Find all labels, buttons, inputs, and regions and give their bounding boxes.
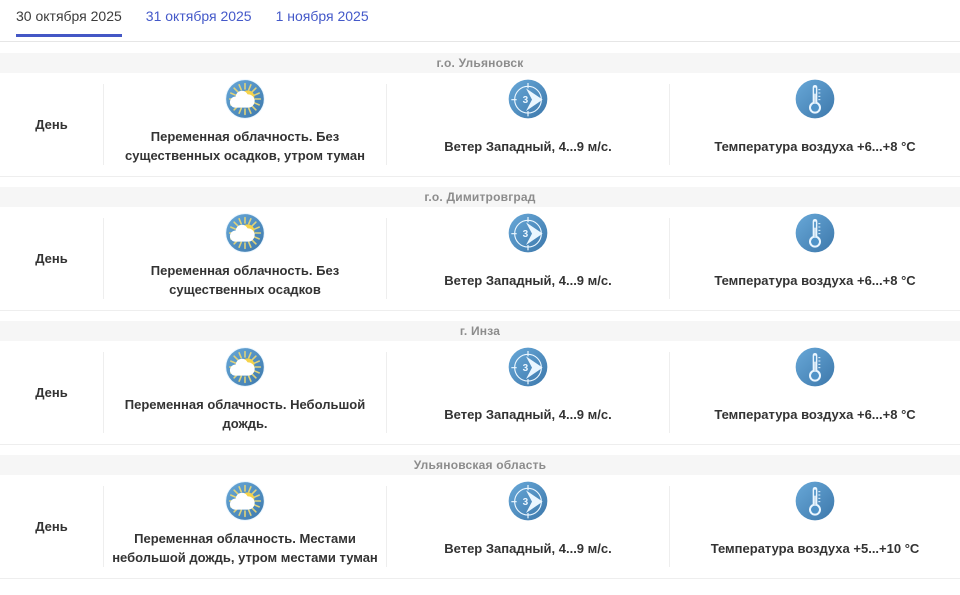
svg-text:3: 3 [523,95,529,106]
svg-text:3: 3 [523,363,529,374]
svg-text:3: 3 [523,497,529,508]
svg-text:3: 3 [523,229,529,240]
